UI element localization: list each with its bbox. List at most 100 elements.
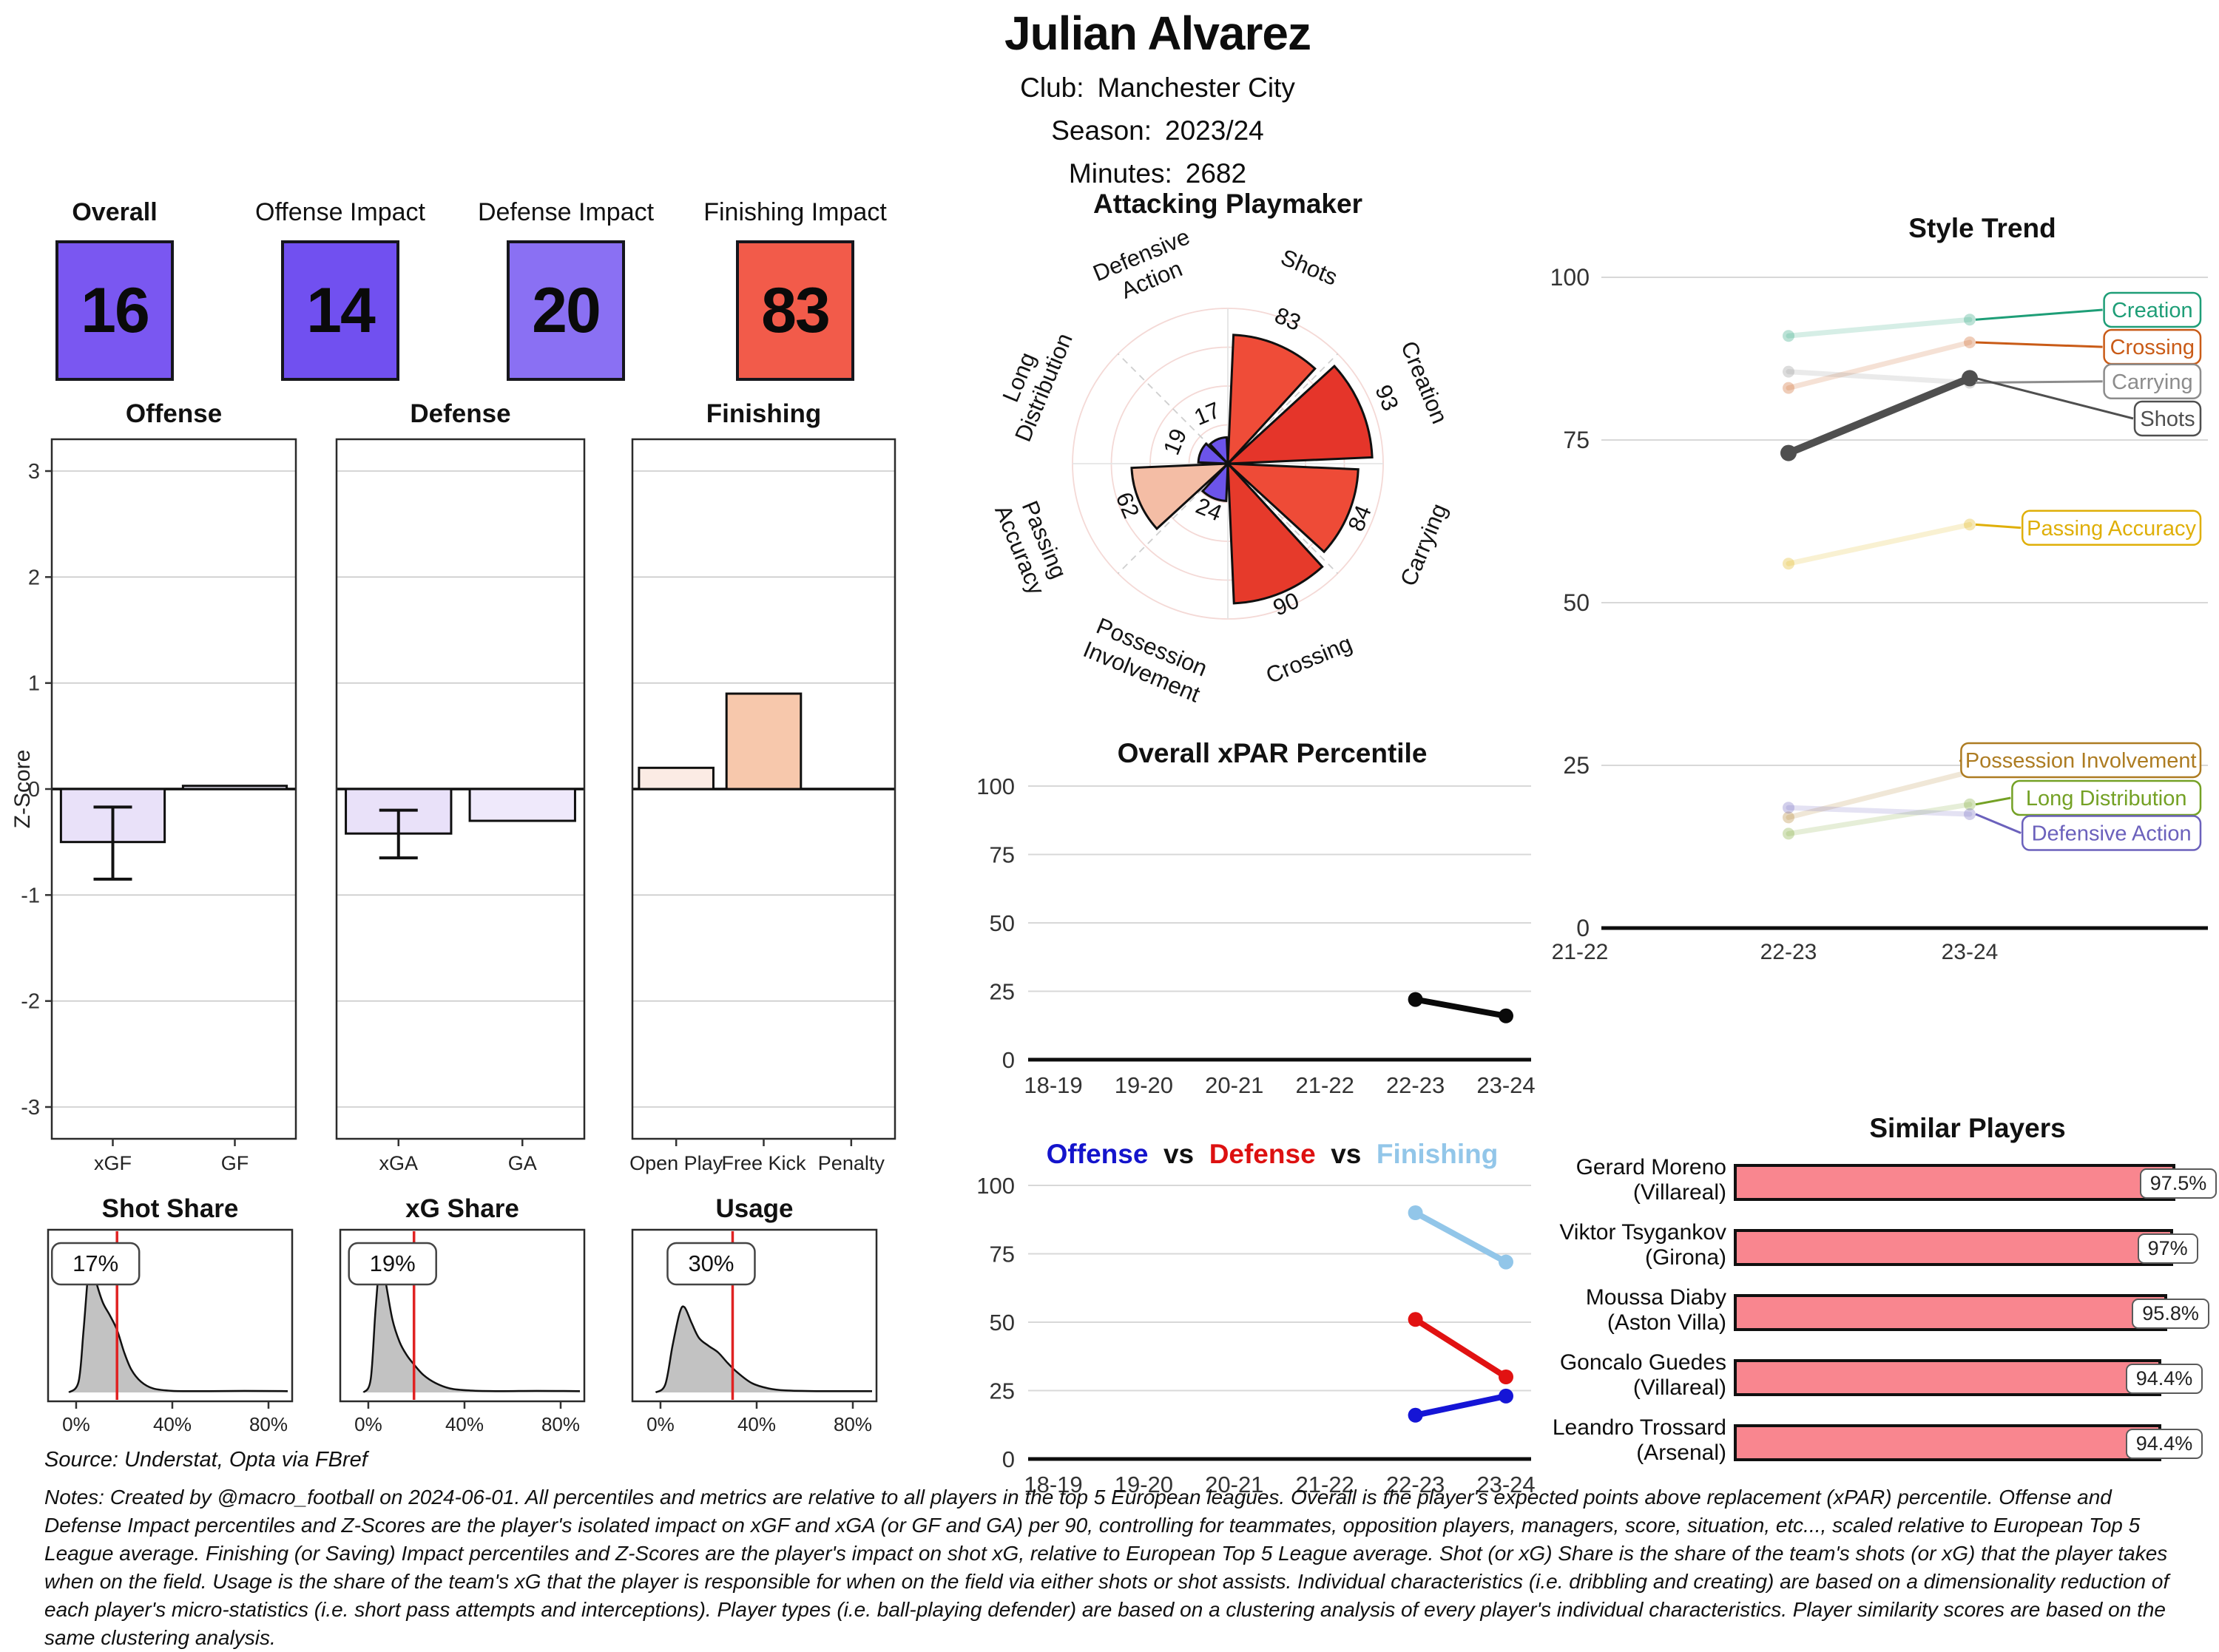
radar-wedge	[1224, 462, 1360, 554]
svg-text:23-24: 23-24	[1476, 1472, 1535, 1497]
impact-card-box: 83	[736, 240, 854, 381]
minutes-label: Minutes:	[1068, 158, 1172, 189]
svg-text:50: 50	[1563, 589, 1590, 616]
impact-card-value: 16	[81, 274, 150, 346]
style-point	[1783, 382, 1794, 394]
radar-title: Attacking Playmaker	[1092, 189, 1362, 219]
radar-category: Crossing	[1262, 630, 1355, 688]
svg-text:22-23: 22-23	[1386, 1472, 1445, 1497]
series-label: Long Distribution	[2026, 787, 2187, 810]
svg-text:20-21: 20-21	[1205, 1072, 1263, 1098]
svg-text:0: 0	[28, 778, 40, 802]
label-connector	[1975, 796, 2011, 806]
series-label-box	[2011, 779, 2202, 816]
svg-text:19-20: 19-20	[1115, 1472, 1173, 1497]
season-label: Season:	[1051, 115, 1152, 146]
series-label: Possession Involvement	[1965, 749, 2197, 773]
club-value: Manchester City	[1097, 72, 1295, 103]
svg-text:-3: -3	[21, 1096, 40, 1120]
label-connector	[1975, 523, 2022, 529]
svg-text:21-22: 21-22	[1296, 1072, 1354, 1098]
data-point	[1408, 1407, 1423, 1423]
style-point	[1783, 558, 1794, 570]
radar-wedge	[1200, 460, 1229, 502]
style-point	[1783, 827, 1794, 840]
svg-text:100: 100	[976, 773, 1015, 799]
svg-text:75: 75	[990, 1242, 1015, 1267]
density-panel-title: Shot Share	[101, 1194, 239, 1223]
svg-text:0%: 0%	[62, 1413, 90, 1435]
data-point	[1499, 1254, 1513, 1270]
svg-text:0%: 0%	[646, 1413, 675, 1435]
series-label: Crossing	[2110, 336, 2195, 359]
svg-text:25: 25	[1563, 752, 1590, 779]
impact-card-value: 14	[306, 274, 376, 346]
svg-text:22-23: 22-23	[1760, 940, 1817, 964]
impact-card-box: 14	[281, 240, 399, 381]
similarity-value: 97%	[2137, 1233, 2198, 1264]
style-line	[1786, 521, 1973, 566]
label-connector	[1975, 376, 2134, 420]
style-point	[1964, 808, 1976, 820]
style-trend-title: Style Trend	[1908, 213, 2056, 243]
data-point	[1499, 1370, 1513, 1384]
svg-text:-2: -2	[21, 990, 40, 1014]
style-line	[1785, 374, 1973, 457]
label-connector	[1975, 813, 2022, 834]
svg-text:25: 25	[990, 1378, 1015, 1404]
style-line	[1786, 805, 1973, 817]
svg-text:25: 25	[990, 979, 1015, 1005]
similarity-bar	[1734, 1424, 2161, 1461]
svg-text:75: 75	[990, 842, 1015, 868]
radar-wedge	[1224, 364, 1374, 465]
svg-text:Free Kick: Free Kick	[721, 1152, 806, 1174]
zscore-bar	[181, 785, 288, 791]
style-point	[1780, 444, 1797, 461]
radar-wedge	[1197, 441, 1232, 465]
svg-text:19-20: 19-20	[1115, 1072, 1173, 1098]
svg-text:18-19: 18-19	[1024, 1072, 1082, 1098]
impact-card-label: Offense Impact	[255, 198, 425, 226]
style-point	[1964, 798, 1976, 810]
data-point	[1499, 1388, 1513, 1404]
style-line	[1786, 769, 1973, 820]
player-name-line: Gerard Moreno	[1575, 1155, 1726, 1179]
similarity-value: 97.5%	[2139, 1168, 2218, 1199]
player-club-line: (Girona)	[1644, 1245, 1726, 1270]
odf-title-part: Finishing	[1376, 1139, 1499, 1169]
player-name-line: Leandro Trossard	[1552, 1415, 1726, 1440]
odf-title-part: vs	[1148, 1139, 1209, 1169]
similar-player-name: Leandro Trossard (Arsenal)	[1546, 1415, 1726, 1466]
player-name-line: Goncalo Guedes	[1559, 1350, 1726, 1375]
minutes-value: 2682	[1185, 158, 1247, 189]
player-club-line: (Aston Villa)	[1607, 1310, 1726, 1335]
series-label: Passing Accuracy	[2027, 517, 2196, 541]
style-point	[1964, 518, 1976, 531]
svg-text:40%: 40%	[737, 1413, 776, 1435]
season-value: 2023/24	[1165, 115, 1264, 146]
style-line	[1786, 802, 1973, 836]
svg-text:0%: 0%	[354, 1413, 382, 1435]
radar-value: 83	[1271, 302, 1304, 336]
data-point	[1408, 1205, 1423, 1220]
series-label: Carrying	[2112, 370, 2193, 394]
style-line	[1786, 339, 1973, 391]
data-point	[1408, 1312, 1423, 1327]
series-label-box	[2103, 291, 2202, 328]
svg-text:100: 100	[1550, 264, 1590, 291]
svg-text:40%: 40%	[445, 1413, 484, 1435]
similar-player-row: Viktor Tsygankov (Girona) 97%	[1546, 1216, 2219, 1281]
radar-category: Creation	[1396, 337, 1453, 427]
similar-player-row: Leandro Trossard (Arsenal) 94.4%	[1546, 1411, 2219, 1476]
player-name-line: Viktor Tsygankov	[1559, 1220, 1726, 1245]
svg-text:23-24: 23-24	[1942, 940, 1999, 964]
svg-text:0: 0	[1002, 1047, 1015, 1073]
style-point	[1783, 811, 1794, 824]
svg-text:xGF: xGF	[94, 1152, 132, 1174]
svg-text:Penalty: Penalty	[818, 1152, 885, 1174]
svg-text:2: 2	[28, 566, 40, 589]
svg-text:80%: 80%	[249, 1413, 288, 1435]
impact-card-label: Defense Impact	[477, 198, 655, 226]
svg-text:50: 50	[990, 1310, 1015, 1336]
